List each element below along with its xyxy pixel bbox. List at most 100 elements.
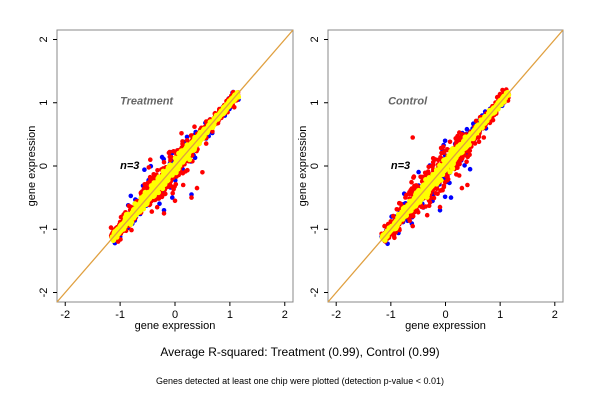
data-point-yellow: [130, 213, 136, 219]
panel-title: Treatment: [120, 96, 174, 108]
data-point-yellow: [138, 195, 144, 201]
data-point-yellow: [211, 122, 217, 128]
x-tick-label: -1: [386, 309, 396, 321]
data-point-blue: [464, 126, 470, 132]
outlier-point: [456, 173, 462, 178]
data-point-red: [147, 174, 153, 180]
data-point-red: [192, 124, 197, 129]
outlier-point: [180, 182, 186, 188]
data-point-red: [203, 141, 209, 146]
data-point-red: [173, 182, 179, 187]
data-point-red: [147, 178, 153, 184]
data-point-red: [442, 179, 448, 185]
data-point-blue: [142, 167, 147, 172]
x-axis-ticks: -2 -1 0 1 2: [60, 302, 288, 321]
data-point-red: [126, 203, 132, 209]
data-point-red: [497, 91, 503, 97]
data-point-red: [441, 144, 446, 149]
y-axis-ticks: -2 -1 0 1 2: [38, 36, 57, 297]
data-point-red: [403, 195, 408, 200]
outlier-point: [467, 166, 473, 172]
y-axis-ticks: -2 -1 0 1 2: [309, 36, 328, 297]
data-point-red: [180, 170, 186, 176]
data-point-blue: [442, 194, 448, 200]
detection-caption: Genes detected at least one chip were pl…: [156, 376, 444, 386]
data-point-yellow: [473, 129, 479, 135]
data-point-red: [161, 159, 167, 165]
y-tick-label: 1: [38, 100, 50, 106]
point-cloud: [379, 87, 512, 247]
outlier-point: [465, 182, 470, 188]
data-point-red: [500, 87, 505, 93]
data-point-red: [438, 155, 443, 160]
data-point-red: [425, 169, 431, 174]
data-point-red: [171, 149, 176, 154]
treatment-panel: -2 -1 0 1 2 -2 -1 0 1 2 Treatment n=3 gene expre…: [26, 29, 294, 332]
outlier-point: [459, 185, 465, 191]
data-point-red: [420, 205, 426, 210]
data-point-red: [440, 187, 445, 193]
y-tick-label: 2: [309, 36, 321, 42]
outlier-point: [481, 135, 487, 140]
data-point-yellow: [423, 177, 429, 183]
data-point-red: [410, 214, 416, 219]
outlier-point: [194, 185, 200, 191]
data-point-red: [141, 186, 147, 191]
data-point-red: [146, 165, 152, 170]
outlier-point: [437, 204, 443, 210]
data-point-blue: [159, 154, 165, 160]
x-axis-label: gene expression: [135, 320, 216, 332]
data-point-red: [138, 190, 144, 195]
y-tick-label: 2: [38, 36, 50, 42]
outlier-point: [200, 170, 205, 175]
outlier-point: [410, 135, 416, 140]
x-tick-label: 1: [497, 309, 503, 321]
y-tick-label: -2: [38, 288, 50, 298]
outlier-point: [189, 195, 194, 200]
data-point-red: [411, 175, 416, 180]
y-tick-label: -2: [309, 288, 321, 298]
x-tick-label: 0: [172, 309, 178, 321]
x-axis-ticks: -2 -1 0 1 2: [331, 302, 558, 321]
data-point-red: [464, 159, 469, 164]
reference-line: [327, 29, 564, 303]
data-point-red: [185, 167, 190, 173]
data-point-blue: [157, 201, 162, 206]
data-point-red: [415, 184, 421, 189]
data-point-yellow: [420, 188, 426, 194]
x-tick-label: 2: [552, 309, 558, 321]
data-point-yellow: [142, 196, 148, 202]
outlier-point: [476, 135, 481, 140]
data-point-yellow: [437, 168, 443, 174]
data-point-yellow: [482, 116, 488, 122]
data-point-red: [407, 216, 412, 222]
y-axis-label: gene expression: [26, 126, 38, 207]
outlier-point: [172, 198, 178, 204]
reference-line: [56, 29, 294, 303]
x-tick-label: 0: [442, 309, 448, 321]
data-point-yellow: [172, 169, 178, 175]
data-point-red: [149, 209, 155, 214]
data-point-red: [473, 118, 479, 124]
n-annotation: n=3: [120, 160, 139, 172]
x-tick-label: 1: [227, 309, 233, 321]
data-point-red: [429, 163, 435, 169]
data-point-red: [433, 191, 439, 196]
data-point-yellow: [160, 173, 166, 179]
data-point-red: [391, 233, 397, 238]
data-point-blue: [462, 163, 467, 168]
data-point-blue: [184, 134, 190, 140]
y-axis-label: gene expression: [297, 126, 309, 207]
data-point-yellow: [155, 189, 161, 196]
outlier-point: [448, 195, 454, 200]
data-point-red: [409, 186, 415, 191]
data-point-red: [467, 152, 472, 158]
outlier-point: [148, 157, 153, 162]
data-point-red: [407, 191, 413, 197]
data-point-red: [129, 227, 134, 233]
data-point-blue: [128, 193, 134, 199]
data-point-red: [180, 139, 185, 144]
y-tick-label: -1: [38, 224, 50, 234]
control-panel: -2 -1 0 1 2 -2 -1 0 1 2 Control n=3 gene express…: [297, 29, 564, 332]
outlier-point: [437, 208, 443, 213]
